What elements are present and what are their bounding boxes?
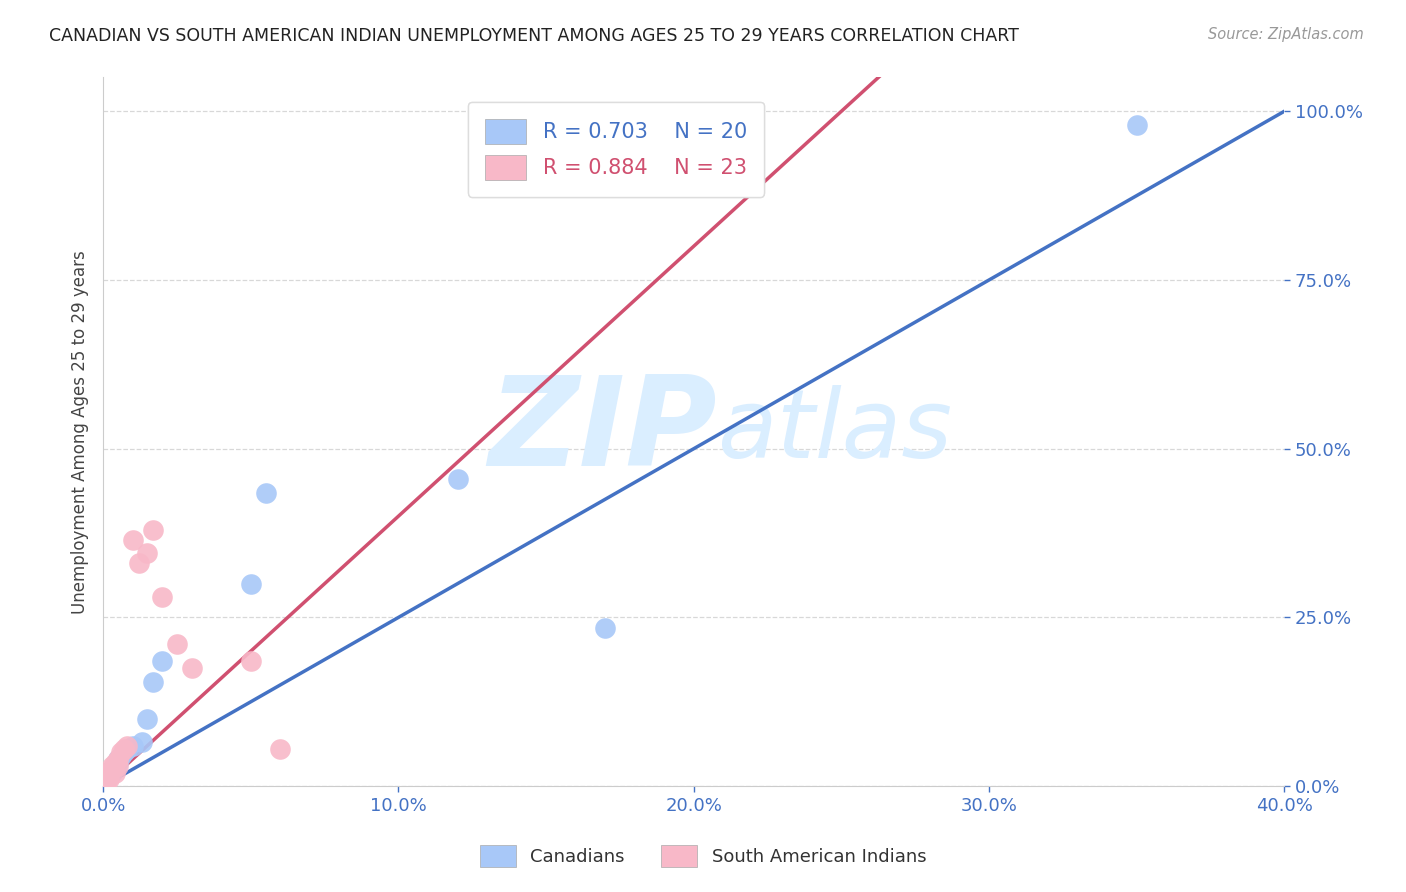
Point [107, 752, 129, 766]
Point [593, 621, 616, 635]
Point [101, 765, 124, 780]
Point [104, 765, 127, 780]
Point [112, 742, 135, 756]
Point [104, 756, 127, 770]
Point [121, 533, 143, 547]
Point [136, 546, 159, 560]
Point [142, 523, 165, 537]
Point [115, 739, 138, 753]
Point [128, 557, 150, 571]
Point [110, 745, 132, 759]
Point [150, 590, 173, 604]
Point [107, 756, 129, 770]
Point [269, 742, 291, 756]
Point [121, 739, 143, 753]
Point [94, 769, 117, 783]
Point [136, 712, 159, 726]
Point [101, 759, 124, 773]
Point [150, 654, 173, 668]
Text: ZIP: ZIP [489, 371, 717, 492]
Point [1126, 118, 1149, 132]
Point [94, 773, 117, 788]
Point [98, 769, 121, 783]
Point [98, 765, 121, 780]
Point [131, 735, 153, 749]
Point [112, 745, 135, 759]
Point [142, 674, 165, 689]
Point [98, 772, 121, 787]
Point [166, 637, 188, 651]
Legend: R = 0.703    N = 20, R = 0.884    N = 23: R = 0.703 N = 20, R = 0.884 N = 23 [468, 102, 763, 196]
Point [94, 772, 117, 787]
Text: CANADIAN VS SOUTH AMERICAN INDIAN UNEMPLOYMENT AMONG AGES 25 TO 29 YEARS CORRELA: CANADIAN VS SOUTH AMERICAN INDIAN UNEMPL… [49, 27, 1019, 45]
Point [107, 759, 129, 773]
Text: atlas: atlas [717, 385, 952, 478]
Point [446, 472, 468, 486]
Text: Source: ZipAtlas.com: Source: ZipAtlas.com [1208, 27, 1364, 42]
Point [101, 762, 124, 776]
Point [104, 759, 127, 773]
Point [239, 576, 262, 591]
Point [94, 776, 117, 790]
Point [101, 762, 124, 776]
Point [180, 661, 202, 675]
Y-axis label: Unemployment Among Ages 25 to 29 years: Unemployment Among Ages 25 to 29 years [72, 250, 89, 614]
Point [110, 748, 132, 763]
Legend: Canadians, South American Indians: Canadians, South American Indians [472, 838, 934, 874]
Point [107, 752, 129, 766]
Point [115, 742, 138, 756]
Point [254, 485, 277, 500]
Point [239, 654, 262, 668]
